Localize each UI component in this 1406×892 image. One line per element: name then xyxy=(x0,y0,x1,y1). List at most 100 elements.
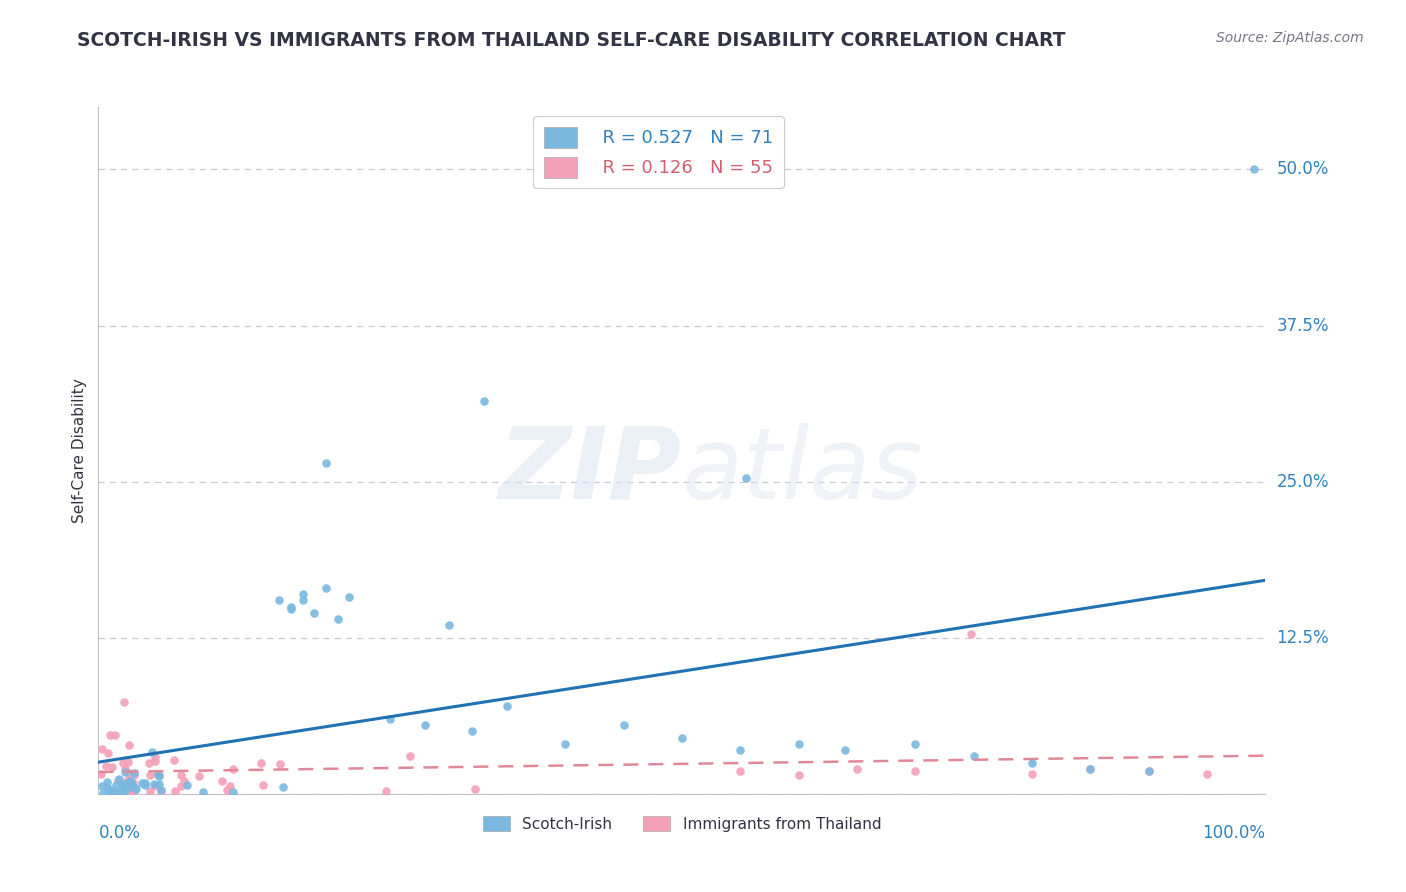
Point xyxy=(846,762,869,776)
Point xyxy=(176,778,198,792)
Point xyxy=(104,778,127,792)
Point xyxy=(143,777,166,791)
Point xyxy=(222,785,245,799)
Point xyxy=(146,766,169,780)
Point xyxy=(104,728,127,742)
Point xyxy=(91,786,114,800)
Text: Source: ZipAtlas.com: Source: ZipAtlas.com xyxy=(1216,31,1364,45)
Point xyxy=(114,782,136,797)
Point xyxy=(134,778,156,792)
Point xyxy=(1021,767,1043,781)
Point xyxy=(138,756,160,771)
Point xyxy=(326,612,349,626)
Text: atlas: atlas xyxy=(682,423,924,519)
Point xyxy=(134,776,156,790)
Point xyxy=(120,774,142,789)
Point xyxy=(118,766,141,780)
Point xyxy=(125,781,148,796)
Text: 25.0%: 25.0% xyxy=(1277,473,1329,491)
Point xyxy=(90,741,112,756)
Point xyxy=(118,773,141,788)
Point xyxy=(1137,764,1160,779)
Point xyxy=(97,746,120,760)
Point xyxy=(280,602,302,616)
Text: 12.5%: 12.5% xyxy=(1277,629,1329,647)
Point xyxy=(131,775,153,789)
Point xyxy=(96,759,118,773)
Point xyxy=(100,760,122,774)
Point xyxy=(148,768,170,782)
Point xyxy=(787,768,810,782)
Point xyxy=(139,767,162,781)
Point xyxy=(143,750,166,764)
Point xyxy=(139,784,162,798)
Text: 0.0%: 0.0% xyxy=(98,824,141,842)
Text: 50.0%: 50.0% xyxy=(1277,161,1329,178)
Point xyxy=(217,783,239,797)
Text: 100.0%: 100.0% xyxy=(1202,824,1265,842)
Point xyxy=(114,777,136,791)
Point xyxy=(464,781,486,796)
Point xyxy=(461,724,484,739)
Point xyxy=(730,764,752,779)
Point xyxy=(188,769,211,783)
Point xyxy=(148,769,170,783)
Point xyxy=(122,766,145,780)
Point xyxy=(250,756,273,770)
Point xyxy=(1021,756,1043,770)
Point xyxy=(1080,762,1102,776)
Point xyxy=(105,786,128,800)
Point xyxy=(269,593,291,607)
Point xyxy=(787,737,810,751)
Point xyxy=(211,773,233,788)
Point xyxy=(735,471,758,485)
Point xyxy=(148,768,170,782)
Point xyxy=(291,587,314,601)
Point xyxy=(98,728,121,742)
Point xyxy=(90,767,112,781)
Point xyxy=(100,783,122,797)
Point xyxy=(118,738,141,752)
Point xyxy=(222,762,245,776)
Point xyxy=(380,712,402,726)
Point xyxy=(97,781,120,796)
Point xyxy=(112,784,135,798)
Point xyxy=(163,753,186,767)
Point xyxy=(112,786,135,800)
Point xyxy=(173,774,195,789)
Point xyxy=(114,780,136,794)
Point xyxy=(375,784,398,798)
Point xyxy=(122,784,145,798)
Point xyxy=(143,754,166,768)
Point xyxy=(399,748,422,763)
Point xyxy=(191,785,214,799)
Point xyxy=(554,737,576,751)
Text: SCOTCH-IRISH VS IMMIGRANTS FROM THAILAND SELF-CARE DISABILITY CORRELATION CHART: SCOTCH-IRISH VS IMMIGRANTS FROM THAILAND… xyxy=(77,31,1066,50)
Point xyxy=(170,779,193,793)
Point xyxy=(472,393,495,408)
Point xyxy=(149,783,172,797)
Point xyxy=(904,764,927,779)
Point xyxy=(117,773,139,788)
Point xyxy=(122,768,145,782)
Y-axis label: Self-Care Disability: Self-Care Disability xyxy=(72,378,87,523)
Point xyxy=(90,779,112,793)
Point xyxy=(122,775,145,789)
Point xyxy=(291,593,314,607)
Point xyxy=(834,743,856,757)
Point xyxy=(104,785,127,799)
Point xyxy=(100,784,122,798)
Point xyxy=(165,784,187,798)
Text: 37.5%: 37.5% xyxy=(1277,317,1329,334)
Point xyxy=(904,737,927,751)
Point xyxy=(103,786,125,800)
Point xyxy=(496,699,519,714)
Point xyxy=(271,780,294,795)
Point xyxy=(111,777,134,791)
Point xyxy=(114,762,136,776)
Point xyxy=(117,756,139,770)
Point xyxy=(437,618,460,632)
Point xyxy=(112,779,135,793)
Text: ZIP: ZIP xyxy=(499,423,682,519)
Legend: Scotch-Irish, Immigrants from Thailand: Scotch-Irish, Immigrants from Thailand xyxy=(477,810,887,838)
